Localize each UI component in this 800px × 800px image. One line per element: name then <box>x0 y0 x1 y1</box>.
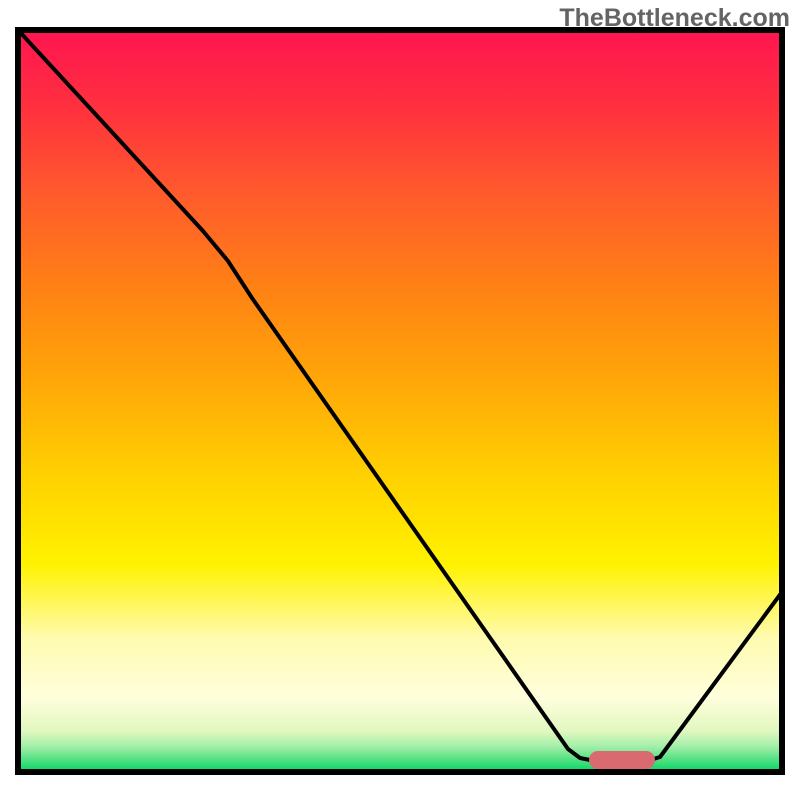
plot-background <box>18 30 782 772</box>
watermark-text: TheBottleneck.com <box>559 4 790 33</box>
bottleneck-chart <box>0 0 800 800</box>
optimal-marker <box>589 751 655 769</box>
